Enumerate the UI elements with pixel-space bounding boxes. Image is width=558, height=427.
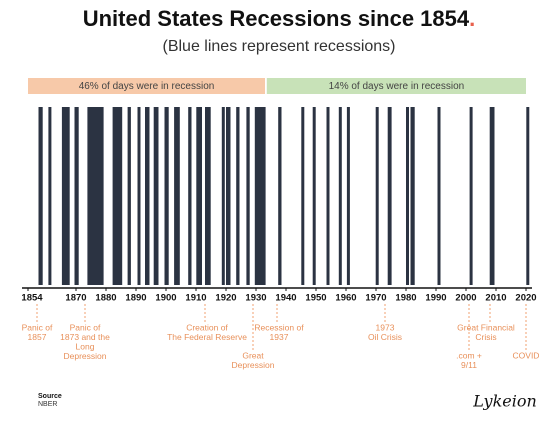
period-label: 14% of days were in recession xyxy=(329,81,465,92)
annotation-label: Great Financial xyxy=(457,322,515,332)
x-tick-label: 1890 xyxy=(125,293,146,304)
x-tick-label: 2010 xyxy=(485,293,506,304)
recession-bar xyxy=(406,107,409,285)
chart-subtitle: (Blue lines represent recessions) xyxy=(163,38,396,55)
recession-bar xyxy=(87,107,104,285)
x-tick-label: 1854 xyxy=(21,293,43,304)
recession-bar xyxy=(278,107,282,285)
x-tick-label: 2000 xyxy=(455,293,476,304)
recession-bar xyxy=(205,107,211,285)
annotation-label: Oil Crisis xyxy=(368,332,402,342)
period-label: 46% of days were in recession xyxy=(79,81,215,92)
recession-bar xyxy=(48,107,52,285)
recession-bar xyxy=(137,107,141,285)
recession-bar xyxy=(489,107,495,285)
recession-bar xyxy=(254,107,266,285)
annotation-label: Crisis xyxy=(475,332,496,342)
x-tick-label: 1900 xyxy=(155,293,176,304)
annotation-label: The Federal Reserve xyxy=(167,332,247,342)
annotation-label: Panic of xyxy=(22,322,53,332)
period-band xyxy=(28,78,265,94)
annotation-label: Depression xyxy=(232,360,275,370)
recession-bar xyxy=(61,107,70,285)
recession-bar xyxy=(127,107,131,285)
recession-bar xyxy=(174,107,180,285)
recession-bar xyxy=(164,107,169,285)
recession-bar xyxy=(145,107,150,285)
recession-bar xyxy=(338,107,342,285)
recession-bar xyxy=(437,107,441,285)
signature: Lykeion xyxy=(472,392,537,411)
annotation-label: 1873 and the xyxy=(60,332,110,342)
x-tick-label: 1910 xyxy=(185,293,206,304)
recession-bar xyxy=(236,107,240,285)
annotation-label: 1937 xyxy=(270,332,289,342)
x-tick-label: 1970 xyxy=(365,293,386,304)
x-tick-label: 2020 xyxy=(515,293,536,304)
annotation-label: Creation of xyxy=(186,322,228,332)
recession-bar xyxy=(326,107,330,285)
annotation-label: 9/11 xyxy=(461,360,477,370)
chart-title: United States Recessions since 1854. xyxy=(83,6,476,31)
annotation-label: Panic of xyxy=(70,322,101,332)
recession-bar xyxy=(469,107,473,285)
recession-bar xyxy=(526,107,530,285)
recession-bar xyxy=(153,107,159,285)
recession-bar xyxy=(74,107,79,285)
annotation-label: Long xyxy=(76,341,95,351)
recession-bar xyxy=(226,107,231,285)
title-mark: . xyxy=(469,6,475,31)
annotation-label: 1857 xyxy=(28,332,47,342)
x-tick-label: 1880 xyxy=(95,293,116,304)
recession-bar xyxy=(312,107,316,285)
recession-bar xyxy=(410,107,415,285)
recession-bar xyxy=(346,107,350,285)
recession-bar xyxy=(221,107,225,285)
source: NBER xyxy=(38,401,57,408)
x-tick-label: 1960 xyxy=(335,293,356,304)
x-tick-label: 1950 xyxy=(305,293,326,304)
recession-bar xyxy=(246,107,250,285)
recession-bar xyxy=(196,107,202,285)
annotation-label: 1973 xyxy=(376,322,395,332)
recession-bar xyxy=(301,107,305,285)
recession-bar xyxy=(188,107,192,285)
x-tick-label: 1930 xyxy=(245,293,266,304)
annotation-label: Depression xyxy=(64,351,107,361)
source-label: Source xyxy=(38,393,62,400)
period-band xyxy=(266,78,526,94)
recession-bar xyxy=(375,107,379,285)
x-tick-label: 1940 xyxy=(275,293,296,304)
recession-bar xyxy=(112,107,123,285)
annotation-label: Great xyxy=(242,350,264,360)
annotation-label: Recession of xyxy=(254,322,304,332)
x-tick-label: 1920 xyxy=(215,293,236,304)
x-tick-label: 1990 xyxy=(425,293,446,304)
x-tick-label: 1870 xyxy=(65,293,86,304)
recession-bar xyxy=(38,107,43,285)
annotation-label: .com + xyxy=(456,350,482,360)
x-tick-label: 1980 xyxy=(395,293,416,304)
recession-bar xyxy=(387,107,392,285)
annotation-label: COVID xyxy=(513,350,540,360)
